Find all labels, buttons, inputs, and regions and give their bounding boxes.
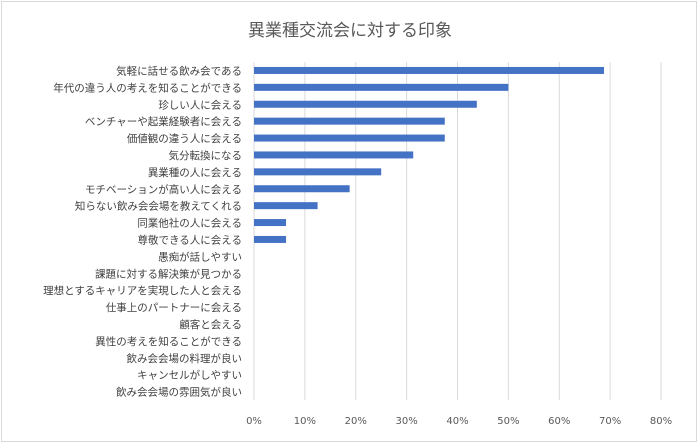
x-tick-label: 40%: [446, 416, 468, 427]
category-label: キャンセルがしやすい: [137, 369, 242, 382]
category-label: 年代の違う人の考えを知ることができる: [53, 81, 242, 94]
category-label: 尊敬できる人に会える: [138, 233, 242, 246]
bar: [254, 134, 445, 142]
x-tick-label: 60%: [548, 416, 570, 427]
category-label: 価値観の違う人に会える: [127, 132, 242, 145]
bar: [254, 117, 445, 125]
bar: [254, 219, 287, 227]
x-tick-label: 20%: [345, 416, 367, 427]
category-label: 飲み会会場の料理が良い: [127, 352, 243, 365]
category-label: 理想とするキャリアを実現した人と会える: [43, 284, 242, 297]
bar: [254, 168, 382, 176]
bar: [254, 151, 414, 159]
bar: [254, 185, 350, 193]
category-label: 珍しい人に会える: [158, 98, 242, 111]
bar: [254, 235, 287, 243]
bar: [254, 202, 318, 210]
category-label: 異業種の人に会える: [148, 166, 242, 179]
category-label: 気分転換になる: [169, 149, 243, 162]
category-label: 飲み会会場の雰囲気が良い: [116, 386, 242, 399]
category-label: 仕事上のパートナーに会える: [106, 301, 242, 314]
category-label: ベンチャーや起業経験者に会える: [85, 115, 242, 128]
category-label: 顧客と会える: [179, 318, 242, 331]
chart-title: 異業種交流会に対する印象: [248, 21, 452, 41]
x-tick-label: 70%: [599, 416, 621, 427]
bar: [254, 100, 477, 108]
category-label: 課題に対する解決策が見つかる: [95, 267, 242, 280]
category-label: 同業他社の人に会える: [137, 217, 242, 230]
x-tick-label: 80%: [650, 416, 672, 427]
x-tick-label: 50%: [497, 416, 519, 427]
x-tick-label: 30%: [396, 416, 418, 427]
bar: [254, 66, 605, 74]
bar: [254, 83, 509, 91]
category-label: 気軽に話せる飲み会である: [116, 64, 242, 77]
category-label: 愚痴が話しやすい: [158, 250, 242, 263]
x-tick-label: 10%: [294, 416, 316, 427]
category-label: 知らない飲み会会場を教えてくれる: [75, 200, 242, 213]
category-label: 異性の考えを知ることができる: [95, 335, 242, 348]
x-tick-label: 0%: [246, 416, 262, 427]
category-label: モチベーションが高い人に会える: [85, 183, 242, 196]
